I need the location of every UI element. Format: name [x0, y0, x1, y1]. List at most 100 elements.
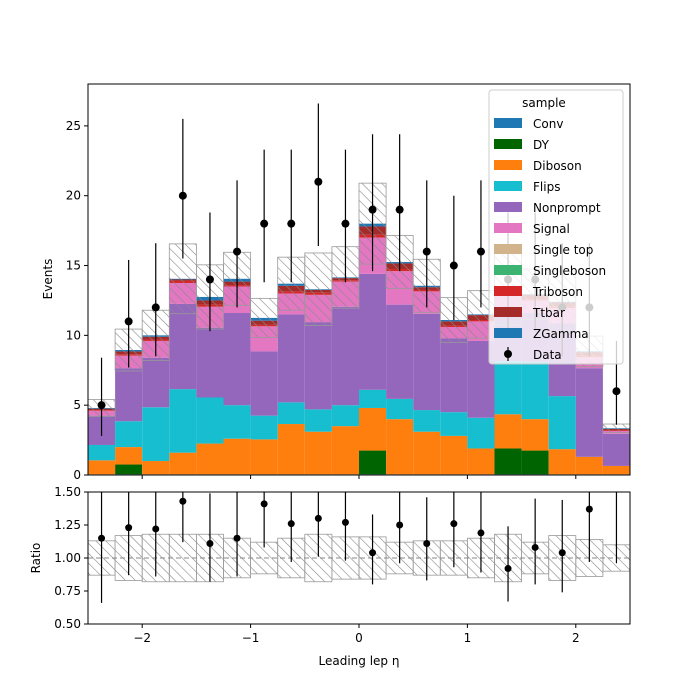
legend-label-ttbar: Ttbar	[532, 306, 565, 320]
bar-flips-4	[196, 397, 224, 444]
legend-swatch-singleboson	[494, 265, 522, 275]
bar-nonprompt-12	[413, 313, 441, 411]
bar-flips-15	[494, 361, 522, 415]
bar-nonprompt-18	[575, 368, 603, 457]
bar-flips-1	[115, 421, 143, 448]
bar-diboson-0	[88, 460, 116, 475]
data-point-19	[612, 387, 621, 396]
bar-dy-10	[359, 450, 387, 475]
legend-label-conv: Conv	[533, 117, 563, 131]
bar-flips-11	[386, 398, 414, 420]
ratio-point-17	[558, 549, 566, 557]
bar-nonprompt-1	[115, 368, 143, 422]
ratio-point-1	[125, 524, 133, 532]
bar-nonprompt-11	[386, 304, 414, 399]
ratio-uncertainty-band	[88, 533, 630, 583]
bar-flips-6	[250, 415, 278, 440]
data-point-2	[151, 303, 160, 312]
bar-dy-16	[521, 450, 549, 475]
ratio-point-9	[341, 518, 349, 526]
bar-flips-5	[223, 405, 251, 439]
legend-data-marker	[504, 350, 512, 358]
legend-label-triboson: Triboson	[532, 285, 583, 299]
ratio-y-tick-label-2: 1.00	[54, 551, 81, 565]
bar-flips-3	[169, 389, 197, 453]
bar-diboson-19	[602, 465, 630, 475]
legend-label-diboson: Diboson	[533, 159, 582, 173]
bar-nonprompt-10	[359, 273, 387, 390]
data-point-14	[476, 247, 485, 256]
legend-label-signal: Signal	[533, 222, 570, 236]
bar-diboson-12	[413, 431, 441, 475]
bar-flips-14	[467, 417, 495, 449]
legend-label-nonprompt: Nonprompt	[533, 201, 601, 215]
legend: sample Conv DY Diboson Flips Nonprompt Signal S…	[488, 89, 624, 365]
data-point-9	[341, 219, 350, 228]
ratio-point-2	[152, 525, 160, 533]
bar-flips-10	[359, 389, 387, 408]
bar-nonprompt-3	[169, 303, 197, 390]
ratio-point-18	[585, 505, 593, 513]
legend-swatch-diboson	[494, 160, 522, 170]
legend-swatch-nonprompt	[494, 202, 522, 212]
legend-label-single-top: Single top	[533, 243, 593, 257]
bar-dy-15	[494, 448, 522, 475]
y-tick-label-0: 0	[73, 468, 81, 482]
ratio-point-14	[477, 529, 485, 537]
legend-swatch-dy	[494, 139, 522, 149]
data-point-12	[422, 247, 431, 256]
bar-nonprompt-4	[196, 327, 224, 398]
data-point-6	[260, 219, 269, 228]
legend-swatch-triboson	[494, 286, 522, 296]
data-point-13	[449, 261, 458, 270]
bar-diboson-18	[575, 456, 603, 475]
x-tick-label-0: −2	[133, 631, 151, 645]
bar-flips-16	[521, 361, 549, 420]
legend-label-data: Data	[533, 348, 562, 362]
legend-frame	[488, 89, 624, 365]
bar-diboson-4	[196, 443, 224, 475]
legend-swatch-conv	[494, 118, 522, 128]
ratio-point-19	[613, 475, 620, 482]
ratio-point-12	[423, 539, 431, 547]
x-tick-label-3: 1	[464, 631, 472, 645]
bar-diboson-10	[359, 407, 387, 451]
bar-diboson-3	[169, 452, 197, 475]
bar-diboson-5	[223, 438, 251, 475]
y-tick-label-2: 10	[66, 328, 81, 342]
bar-diboson-6	[250, 439, 278, 475]
data-point-10	[368, 205, 377, 214]
legend-swatch-zgamma	[494, 328, 522, 338]
uncertainty-bin-8	[304, 252, 333, 326]
ratio-point-4	[206, 539, 214, 547]
y-tick-label-1: 5	[73, 398, 81, 412]
ratio-point-3	[179, 497, 187, 505]
stacked-histogram	[88, 223, 630, 475]
legend-swatch-single-top	[494, 244, 522, 254]
bar-nonprompt-7	[277, 314, 305, 403]
bar-diboson-7	[277, 424, 305, 475]
legend-swatch-flips	[494, 181, 522, 191]
y-axis-label: Events	[41, 259, 55, 300]
bar-nonprompt-9	[331, 306, 359, 406]
data-point-4	[205, 275, 214, 284]
data-point-7	[287, 219, 296, 228]
legend-label-flips: Flips	[533, 180, 560, 194]
bar-diboson-14	[467, 448, 495, 475]
data-point-11	[395, 205, 404, 214]
ratio-point-7	[287, 520, 295, 528]
data-point-0	[97, 401, 106, 410]
data-point-3	[178, 191, 187, 200]
ratio-point-6	[260, 500, 268, 508]
legend-swatch-signal	[494, 223, 522, 233]
legend-title: sample	[522, 96, 566, 110]
bar-diboson-16	[521, 419, 549, 451]
legend-label-zgamma: ZGamma	[533, 327, 589, 341]
ratio-points	[98, 475, 620, 603]
bar-nonprompt-13	[440, 338, 468, 413]
bar-flips-2	[142, 407, 170, 462]
bar-nonprompt-2	[142, 357, 170, 408]
ratio-point-11	[396, 521, 404, 529]
